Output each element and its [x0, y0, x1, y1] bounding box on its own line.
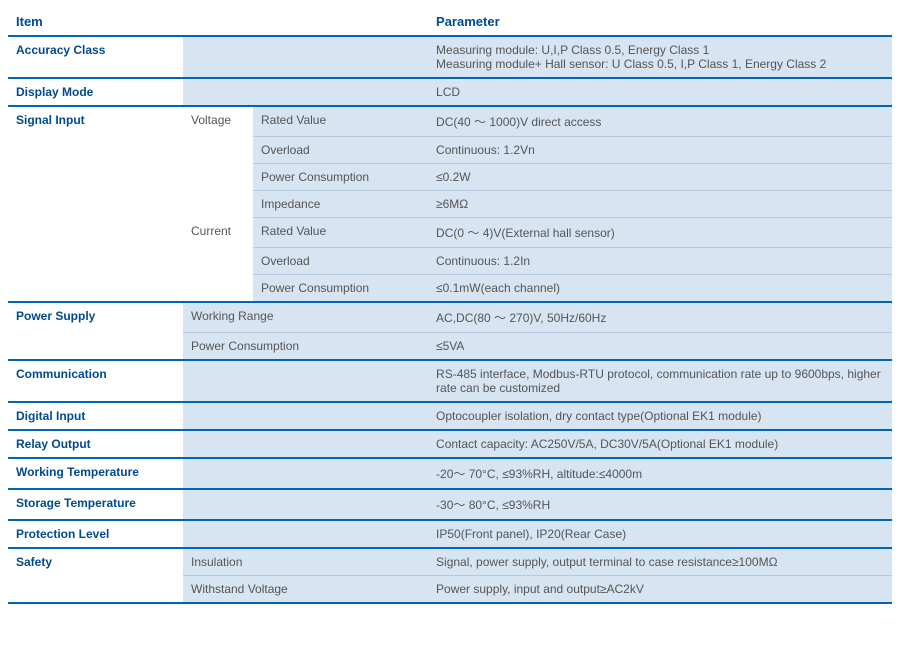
- label-di: Digital Input: [8, 402, 183, 430]
- label-wtemp: Working Temperature: [8, 458, 183, 489]
- label-current: Current: [183, 218, 253, 303]
- blank: [183, 458, 428, 489]
- param-voltage-imp: ≥6MΩ: [428, 191, 892, 218]
- spec-table: Item Parameter Accuracy Class Measuring …: [8, 8, 892, 604]
- label-psu: Power Supply: [8, 302, 183, 360]
- label-voltage: Voltage: [183, 106, 253, 218]
- label-safety-wv: Withstand Voltage: [183, 576, 428, 604]
- label-voltage-overload: Overload: [253, 137, 428, 164]
- blank: [183, 520, 428, 548]
- param-safety-wv: Power supply, input and output≥AC2kV: [428, 576, 892, 604]
- row-display: Display Mode LCD: [8, 78, 892, 106]
- label-current-overload: Overload: [253, 248, 428, 275]
- header-parameter: Parameter: [428, 8, 892, 36]
- row-accuracy: Accuracy Class Measuring module: U,I,P C…: [8, 36, 892, 78]
- param-voltage-overload: Continuous: 1.2Vn: [428, 137, 892, 164]
- param-accuracy: Measuring module: U,I,P Class 0.5, Energ…: [428, 36, 892, 78]
- param-di: Optocoupler isolation, dry contact type(…: [428, 402, 892, 430]
- blank: [183, 430, 428, 458]
- row-wtemp: Working Temperature -20～ 70°C, ≤93%RH, a…: [8, 458, 892, 489]
- label-prot: Protection Level: [8, 520, 183, 548]
- label-safety-ins: Insulation: [183, 548, 428, 576]
- label-voltage-imp: Impedance: [253, 191, 428, 218]
- row-signal-voltage-rated: Signal Input Voltage Rated Value DC(40 ～…: [8, 106, 892, 137]
- row-di: Digital Input Optocoupler isolation, dry…: [8, 402, 892, 430]
- param-current-overload: Continuous: 1.2In: [428, 248, 892, 275]
- label-signal: Signal Input: [8, 106, 183, 302]
- label-current-rated: Rated Value: [253, 218, 428, 248]
- param-wtemp: -20～ 70°C, ≤93%RH, altitude:≤4000m: [428, 458, 892, 489]
- header-row: Item Parameter: [8, 8, 892, 36]
- blank: [183, 489, 428, 520]
- blank: [183, 402, 428, 430]
- row-stemp: Storage Temperature -30～ 80°C, ≤93%RH: [8, 489, 892, 520]
- blank: [183, 36, 428, 78]
- param-prot: IP50(Front panel), IP20(Rear Case): [428, 520, 892, 548]
- param-voltage-rated: DC(40 ～ 1000)V direct access: [428, 106, 892, 137]
- param-current-rated: DC(0 ～ 4)V(External hall sensor): [428, 218, 892, 248]
- param-safety-ins: Signal, power supply, output terminal to…: [428, 548, 892, 576]
- param-relay: Contact capacity: AC250V/5A, DC30V/5A(Op…: [428, 430, 892, 458]
- blank: [183, 78, 428, 106]
- label-comm: Communication: [8, 360, 183, 402]
- label-display: Display Mode: [8, 78, 183, 106]
- row-safety-ins: Safety Insulation Signal, power supply, …: [8, 548, 892, 576]
- param-psu-cons: ≤5VA: [428, 333, 892, 361]
- label-stemp: Storage Temperature: [8, 489, 183, 520]
- label-current-power: Power Consumption: [253, 275, 428, 303]
- row-psu-range: Power Supply Working Range AC,DC(80 ～ 27…: [8, 302, 892, 333]
- label-relay: Relay Output: [8, 430, 183, 458]
- header-item: Item: [8, 8, 428, 36]
- label-voltage-power: Power Consumption: [253, 164, 428, 191]
- param-stemp: -30～ 80°C, ≤93%RH: [428, 489, 892, 520]
- label-accuracy: Accuracy Class: [8, 36, 183, 78]
- row-comm: Communication RS-485 interface, Modbus-R…: [8, 360, 892, 402]
- label-psu-cons: Power Consumption: [183, 333, 428, 361]
- param-voltage-power: ≤0.2W: [428, 164, 892, 191]
- label-psu-range: Working Range: [183, 302, 428, 333]
- blank: [183, 360, 428, 402]
- label-safety: Safety: [8, 548, 183, 603]
- row-prot: Protection Level IP50(Front panel), IP20…: [8, 520, 892, 548]
- param-current-power: ≤0.1mW(each channel): [428, 275, 892, 303]
- param-psu-range: AC,DC(80 ～ 270)V, 50Hz/60Hz: [428, 302, 892, 333]
- param-comm: RS-485 interface, Modbus-RTU protocol, c…: [428, 360, 892, 402]
- row-relay: Relay Output Contact capacity: AC250V/5A…: [8, 430, 892, 458]
- label-voltage-rated: Rated Value: [253, 106, 428, 137]
- param-display: LCD: [428, 78, 892, 106]
